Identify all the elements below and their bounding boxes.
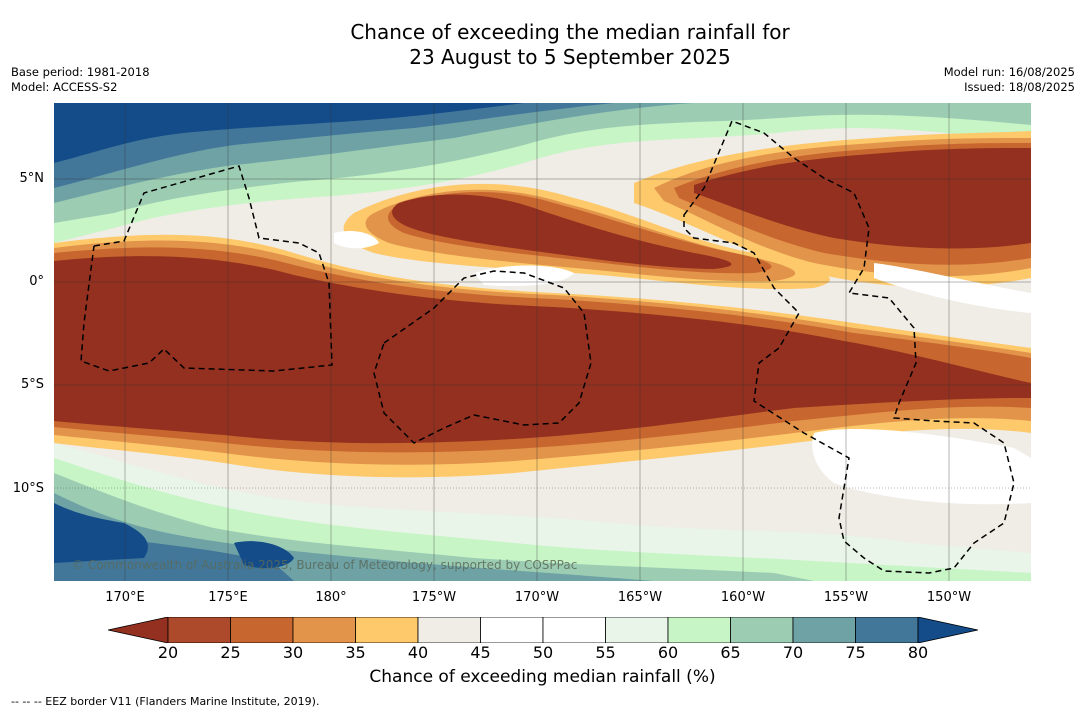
issued-date: Issued: 18/08/2025 [964, 80, 1075, 94]
lat-label-0: 0° [29, 274, 44, 289]
lon-label-165w: 165°W [617, 590, 663, 605]
copyright-watermark: © Commonwealth of Australia 2025, Bureau… [72, 558, 578, 572]
map-title: Chance of exceeding the median rainfall … [0, 20, 1085, 70]
colorbar-tick-label: 40 [407, 643, 429, 662]
colorbar-cell [417, 616, 481, 644]
colorbar-high-arrow [917, 616, 979, 644]
colorbar-tick-label: 75 [845, 643, 866, 662]
metadata-left: Base period: 1981-2018 Model: ACCESS-S2 [11, 65, 150, 95]
colorbar-cell [167, 616, 231, 644]
colorbar-tick-label: 65 [720, 643, 741, 662]
metadata-right: Model run: 16/08/2025 Issued: 18/08/2025 [944, 65, 1075, 95]
colorbar-cell [605, 616, 669, 644]
colorbar-tick-label: 80 [907, 643, 929, 662]
colorbar-cell [855, 616, 919, 644]
lat-label-5n: 5°N [19, 171, 45, 186]
colorbar-tick-label: 55 [595, 643, 616, 662]
lon-label-175w: 175°W [411, 590, 457, 605]
model-name: Model: ACCESS-S2 [11, 80, 118, 94]
lon-label-175e: 175°E [208, 590, 248, 605]
colorbar-cell [667, 616, 731, 644]
colorbar-cell [230, 616, 294, 644]
colorbar-cell [292, 616, 356, 644]
lon-label-170w: 170°W [514, 590, 560, 605]
colorbar [107, 616, 979, 644]
colorbar-cells [167, 616, 919, 644]
colorbar-tick-label: 60 [657, 643, 679, 662]
colorbar-tick-label: 45 [470, 643, 491, 662]
colorbar-tick-label: 30 [282, 643, 304, 662]
lon-label-170e: 170°E [105, 590, 145, 605]
rainfall-map [54, 103, 1031, 581]
model-run: Model run: 16/08/2025 [943, 65, 1075, 79]
lon-label-180: 180° [315, 590, 347, 605]
colorbar-tick-label: 20 [157, 643, 179, 662]
colorbar-cell [730, 616, 794, 644]
lon-label-150w: 150°W [926, 590, 972, 605]
colorbar-title: Chance of exceeding median rainfall (%) [369, 667, 716, 687]
title-line-1: Chance of exceeding the median rainfall … [350, 20, 790, 44]
colorbar-tick-label: 70 [782, 643, 804, 662]
lat-label-10s: 10°S [12, 481, 44, 496]
colorbar-tick-label: 35 [345, 643, 366, 662]
colorbar-low-arrow [107, 616, 169, 644]
lat-label-5s: 5°S [20, 377, 44, 392]
colorbar-tick-label: 50 [532, 643, 554, 662]
colorbar-cell [542, 616, 606, 644]
base-period: Base period: 1981-2018 [11, 65, 150, 79]
eez-legend-note: -- -- -- EEZ border V11 (Flanders Marine… [11, 695, 320, 708]
title-line-2: 23 August to 5 September 2025 [409, 45, 731, 69]
lon-label-160w: 160°W [720, 590, 766, 605]
colorbar-tick-label: 25 [220, 643, 241, 662]
colorbar-cell [792, 616, 856, 644]
lon-label-155w: 155°W [823, 590, 869, 605]
colorbar-cell [355, 616, 419, 644]
colorbar-cell [480, 616, 544, 644]
